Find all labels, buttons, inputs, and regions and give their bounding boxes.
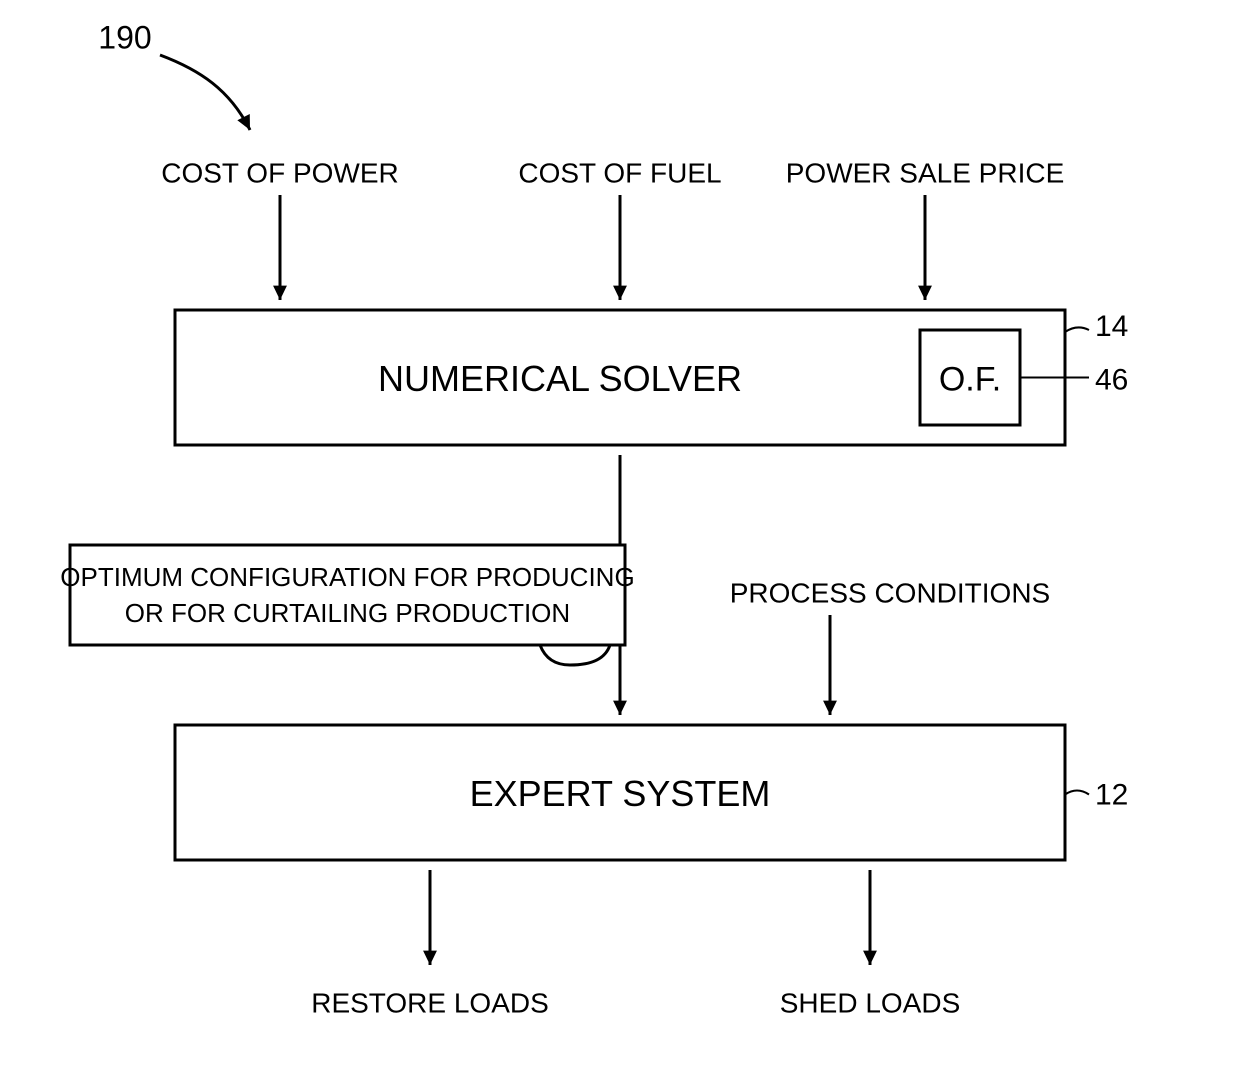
- figure-ref-number: 190: [98, 19, 151, 55]
- cost-of-fuel-arrow: [613, 195, 627, 300]
- process-conditions-arrow: [823, 615, 837, 715]
- expert-ref-tick: [1065, 791, 1089, 795]
- numerical-solver-ref: 14: [1095, 310, 1128, 343]
- power-sale-price-arrow: [918, 195, 932, 300]
- process-conditions-label: PROCESS CONDITIONS: [730, 577, 1050, 608]
- shed-loads-arrow: [863, 870, 877, 965]
- optimum-config-line2: OR FOR CURTAILING PRODUCTION: [125, 598, 570, 628]
- expert-system-ref: 12: [1095, 778, 1128, 811]
- cost-of-power-arrow: [273, 195, 287, 300]
- shed-loads-label: SHED LOADS: [780, 987, 961, 1018]
- optimum-config-box: [70, 545, 625, 645]
- of-label: O.F.: [939, 360, 1001, 398]
- solver-ref-tick: [1065, 327, 1089, 332]
- cost-of-power-label: COST OF POWER: [161, 157, 399, 188]
- restore-loads-label: RESTORE LOADS: [311, 987, 549, 1018]
- power-sale-price-label: POWER SALE PRICE: [786, 157, 1065, 188]
- expert-system-label: EXPERT SYSTEM: [470, 773, 771, 814]
- optimum-config-line1: OPTIMUM CONFIGURATION FOR PRODUCING: [60, 562, 634, 592]
- of-ref: 46: [1095, 363, 1128, 396]
- figure-ref-arrow: [160, 55, 250, 130]
- restore-loads-arrow: [423, 870, 437, 965]
- cost-of-fuel-label: COST OF FUEL: [518, 157, 721, 188]
- numerical-solver-label: NUMERICAL SOLVER: [378, 358, 742, 399]
- optimum-config-leader: [540, 645, 610, 665]
